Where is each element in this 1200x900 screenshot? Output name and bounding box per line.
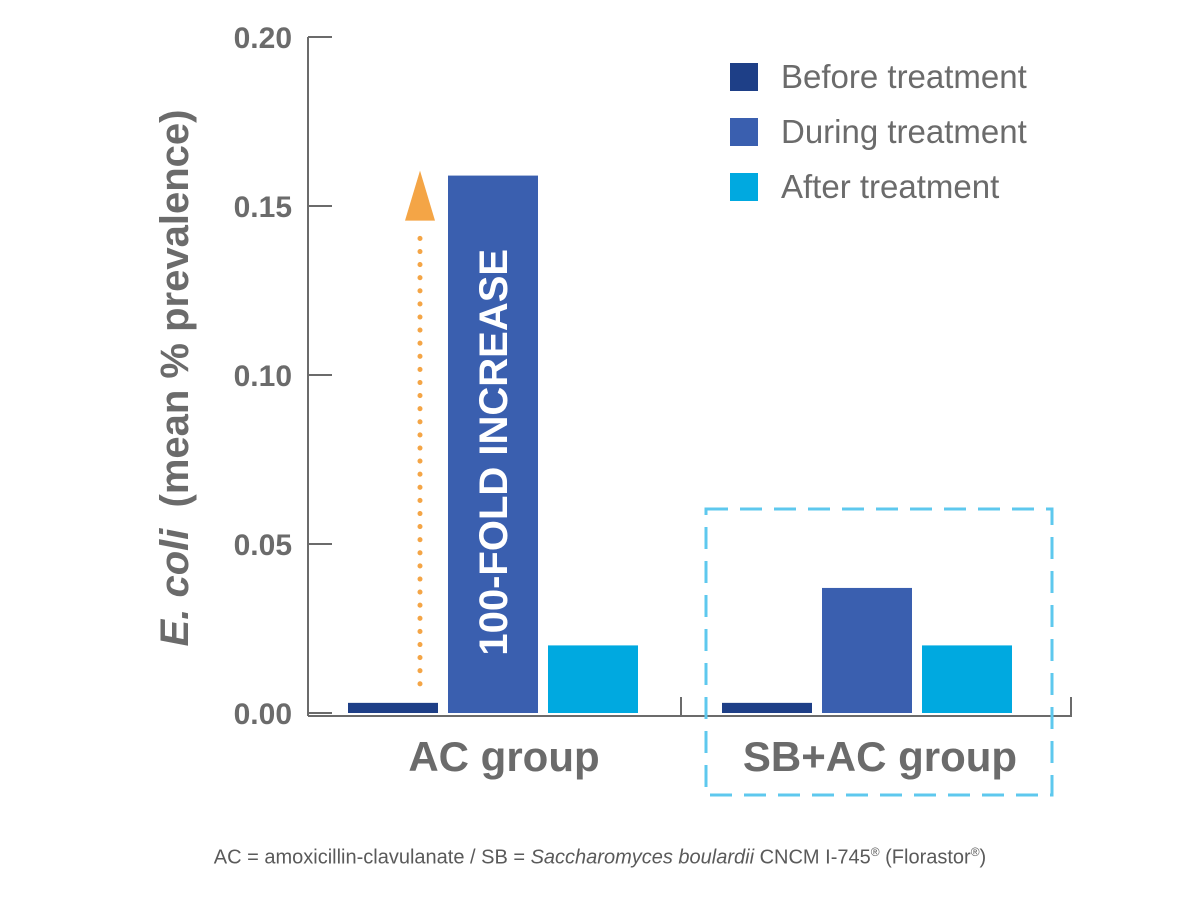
footnote-reg2: ® <box>970 845 980 859</box>
footnote-part1: AC = amoxicillin-clavulanate / SB = <box>213 846 531 869</box>
bar-before-treatment-group-1 <box>348 702 438 713</box>
y-axis-label-rest: (mean % prevalence) <box>153 110 197 508</box>
legend: Before treatment During treatment After tr… <box>730 58 1027 205</box>
bar-before-treatment-group-2 <box>722 702 812 713</box>
legend-label: During treatment <box>781 113 1027 150</box>
bar-during-treatment-group-2 <box>822 587 912 713</box>
y-tick-label: 0.20 <box>234 22 292 55</box>
y-tick-label: 0.10 <box>234 360 292 393</box>
increase-arrow-head <box>405 170 435 221</box>
footnote-part4: ) <box>979 846 987 869</box>
footnote-part2: CNCM I-745 <box>754 846 871 869</box>
footnote-part3: (Florastor <box>879 846 971 869</box>
y-tick-label: 0.15 <box>234 191 292 224</box>
category-label: AC group <box>408 733 599 780</box>
y-ticks: 0.00 0.05 0.10 0.15 0.20 <box>234 22 332 731</box>
y-axis-label: E. coli (mean % prevalence) <box>153 110 197 647</box>
bars <box>348 175 1012 713</box>
footnote-species: Saccharomyces boulardii <box>530 846 755 869</box>
category-label: SB+AC group <box>743 733 1017 780</box>
legend-swatch <box>730 118 758 146</box>
fold-increase-annotation: 100-FOLD INCREASE <box>472 249 516 656</box>
bar-after-treatment-group-1 <box>548 645 638 713</box>
legend-label: After treatment <box>781 168 999 205</box>
highlight-box <box>704 507 1054 797</box>
legend-swatch <box>730 173 758 201</box>
y-tick-label: 0.05 <box>234 529 292 562</box>
bar-after-treatment-group-2 <box>922 645 1012 713</box>
y-axis-label-italic: E. coli <box>153 528 197 647</box>
category-labels: AC group SB+AC group <box>408 733 1017 780</box>
y-tick-label: 0.00 <box>234 698 292 731</box>
legend-label: Before treatment <box>781 58 1027 95</box>
legend-swatch <box>730 63 758 91</box>
footnote-reg1: ® <box>870 845 880 859</box>
footnote: AC = amoxicillin-clavulanate / SB = Sacc… <box>0 845 1200 870</box>
bar-during-treatment-group-1 <box>448 175 538 713</box>
